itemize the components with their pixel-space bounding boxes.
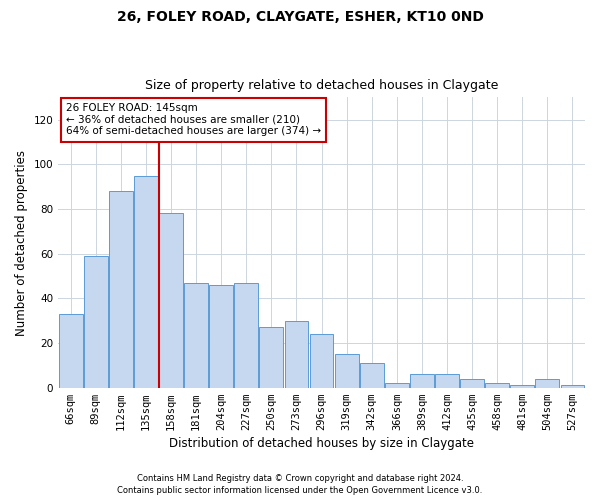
Bar [335, 354, 359, 388]
Title: Size of property relative to detached houses in Claygate: Size of property relative to detached ho… [145, 79, 498, 92]
Bar [310, 334, 334, 388]
Text: 26 FOLEY ROAD: 145sqm
← 36% of detached houses are smaller (210)
64% of semi-det: 26 FOLEY ROAD: 145sqm ← 36% of detached … [66, 103, 321, 136]
Bar [535, 379, 559, 388]
Bar [84, 256, 108, 388]
Bar [385, 383, 409, 388]
Bar [59, 314, 83, 388]
Bar [259, 328, 283, 388]
Bar [284, 320, 308, 388]
X-axis label: Distribution of detached houses by size in Claygate: Distribution of detached houses by size … [169, 437, 474, 450]
Text: 26, FOLEY ROAD, CLAYGATE, ESHER, KT10 0ND: 26, FOLEY ROAD, CLAYGATE, ESHER, KT10 0N… [116, 10, 484, 24]
Bar [209, 285, 233, 388]
Y-axis label: Number of detached properties: Number of detached properties [15, 150, 28, 336]
Bar [560, 386, 584, 388]
Bar [134, 176, 158, 388]
Text: Contains HM Land Registry data © Crown copyright and database right 2024.
Contai: Contains HM Land Registry data © Crown c… [118, 474, 482, 495]
Bar [511, 386, 534, 388]
Bar [184, 282, 208, 388]
Bar [235, 282, 258, 388]
Bar [485, 383, 509, 388]
Bar [460, 379, 484, 388]
Bar [159, 214, 183, 388]
Bar [360, 363, 383, 388]
Bar [410, 374, 434, 388]
Bar [435, 374, 459, 388]
Bar [109, 191, 133, 388]
